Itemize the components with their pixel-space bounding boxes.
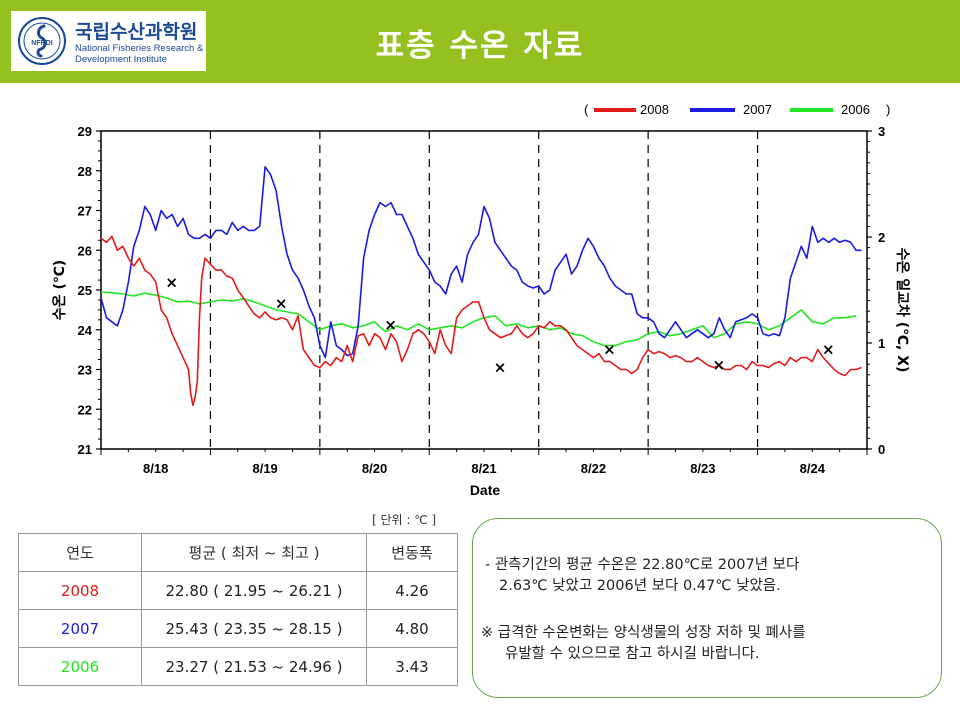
y-right-tick-label: 3 bbox=[878, 124, 885, 139]
daily-range-marker: × bbox=[713, 356, 726, 374]
seahorse-emblem-icon: NFRDI bbox=[18, 17, 66, 65]
plot-area bbox=[100, 130, 868, 450]
emblem-text: NFRDI bbox=[31, 40, 52, 47]
range-cell: 4.80 bbox=[366, 609, 458, 648]
y-left-tick-label: 21 bbox=[78, 442, 92, 457]
notes-box: - 관측기간의 평균 수온은 22.80℃로 2007년 보다 2.63℃ 낮았… bbox=[472, 518, 942, 698]
year-cell: 2008 bbox=[18, 571, 142, 610]
average-cell: 23.27 ( 21.53 ~ 24.96 ) bbox=[141, 647, 367, 686]
header-average: 평균 ( 최저 ~ 최고 ) bbox=[141, 533, 367, 572]
y-right-tick-label: 0 bbox=[878, 442, 885, 457]
legend-close-paren: ) bbox=[886, 102, 890, 117]
institute-logo[interactable]: NFRDI 국립수산과학원 National Fisheries Researc… bbox=[11, 11, 206, 71]
legend-label-2006: 2006 bbox=[841, 102, 870, 117]
series-line-2008 bbox=[100, 235, 862, 407]
legend-open-paren: ( bbox=[584, 102, 589, 117]
note-line: - 관측기간의 평균 수온은 22.80℃로 2007년 보다 bbox=[485, 557, 800, 573]
legend-label-2008: 2008 bbox=[640, 102, 669, 117]
legend: ( 2008 2007 2006 ) bbox=[584, 102, 890, 117]
y-axis-label-left: 수온 (℃) bbox=[52, 260, 68, 320]
institute-name-english: National Fisheries Research & Developmen… bbox=[75, 43, 205, 65]
average-cell: 25.43 ( 23.35 ~ 28.15 ) bbox=[141, 609, 367, 648]
daily-range-markers: × × × × × × × bbox=[165, 274, 834, 377]
x-tick-label: 8/22 bbox=[581, 461, 606, 476]
note-average-comparison: - 관측기간의 평균 수온은 22.80℃로 2007년 보다 2.63℃ 낮았… bbox=[485, 555, 799, 597]
x-tick-label: 8/20 bbox=[362, 461, 387, 476]
average-cell: 22.80 ( 21.95 ~ 26.21 ) bbox=[141, 571, 367, 610]
series-lines bbox=[100, 166, 862, 407]
range-cell: 3.43 bbox=[366, 647, 458, 686]
year-cell: 2006 bbox=[18, 647, 142, 686]
y-left-tick-label: 25 bbox=[78, 283, 92, 298]
note-line: ※ 급격한 수온변화는 양식생물의 성장 저하 및 폐사를 bbox=[481, 625, 806, 641]
y-left-tick-label: 24 bbox=[78, 323, 93, 338]
x-tick-label: 8/19 bbox=[252, 461, 277, 476]
institute-name-english-line2: Development Institute bbox=[75, 53, 167, 65]
table-header-row: 연도 평균 ( 최저 ~ 최고 ) 변동폭 bbox=[18, 533, 458, 572]
institute-name-english-line1: National Fisheries Research & bbox=[75, 43, 204, 54]
year-cell: 2007 bbox=[18, 609, 142, 648]
institute-name-korean: 국립수산과학원 bbox=[75, 21, 198, 43]
header-range: 변동폭 bbox=[366, 533, 458, 572]
note-line: 2.63℃ 낮았고 2006년 보다 0.47℃ 낮았음. bbox=[499, 578, 781, 594]
y-left-tick-label: 29 bbox=[78, 124, 92, 139]
note-line: 유발할 수 있으므로 참고 하시길 바랍니다. bbox=[505, 646, 760, 662]
header-year: 연도 bbox=[18, 533, 142, 572]
y-left-tick-label: 26 bbox=[78, 243, 92, 258]
daily-range-marker: × bbox=[494, 358, 507, 376]
y-left-tick-label: 27 bbox=[78, 204, 92, 219]
daily-range-marker: × bbox=[384, 316, 397, 334]
x-tick-label: 8/21 bbox=[471, 461, 496, 476]
y-right-tick-label: 2 bbox=[878, 230, 885, 245]
x-tick-label: 8/23 bbox=[690, 461, 715, 476]
y-left-tick-label: 22 bbox=[78, 402, 92, 417]
table-row: 2007 25.43 ( 23.35 ~ 28.15 ) 4.80 bbox=[18, 609, 458, 648]
daily-range-marker: × bbox=[603, 340, 616, 358]
series-line-2006 bbox=[100, 291, 857, 347]
day-dividers bbox=[209, 131, 759, 449]
y-right-tick-label: 1 bbox=[878, 336, 885, 351]
page-title: 표층 수온 자료 bbox=[375, 28, 585, 64]
range-cell: 4.26 bbox=[366, 571, 458, 610]
daily-range-marker: × bbox=[822, 340, 835, 358]
series-line-2007 bbox=[100, 166, 862, 359]
daily-range-marker: × bbox=[275, 295, 288, 313]
header-bar: NFRDI 국립수산과학원 National Fisheries Researc… bbox=[0, 0, 960, 83]
unit-note: [ 단위 : ℃ ] bbox=[372, 513, 437, 527]
x-axis-label: Date bbox=[470, 482, 501, 498]
note-warning: ※ 급격한 수온변화는 양식생물의 성장 저하 및 폐사를 유발할 수 있으므로… bbox=[481, 623, 806, 665]
legend-label-2007: 2007 bbox=[743, 102, 772, 117]
summary-table: 연도 평균 ( 최저 ~ 최고 ) 변동폭 2008 22.80 ( 21.95… bbox=[18, 533, 458, 686]
y-left-tick-label: 28 bbox=[78, 164, 92, 179]
table-row: 2008 22.80 ( 21.95 ~ 26.21 ) 4.26 bbox=[18, 571, 458, 610]
y-axis-label-right: 수온 일교차 (℃, X) bbox=[894, 248, 910, 373]
x-tick-label: 8/18 bbox=[143, 461, 168, 476]
y-left-tick-label: 23 bbox=[78, 363, 92, 378]
daily-range-marker: × bbox=[165, 274, 178, 292]
x-tick-label: 8/24 bbox=[800, 461, 826, 476]
table-row: 2006 23.27 ( 21.53 ~ 24.96 ) 3.43 bbox=[18, 647, 458, 686]
